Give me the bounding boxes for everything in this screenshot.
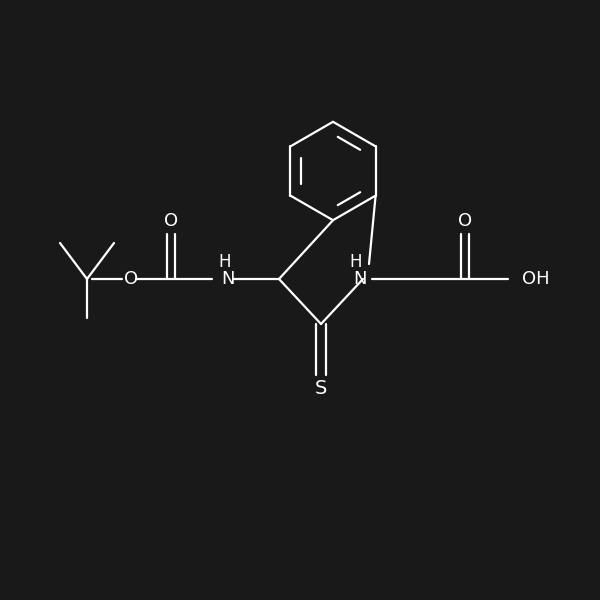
Text: O: O (458, 212, 472, 230)
Text: N: N (221, 270, 235, 288)
Text: N: N (353, 270, 367, 288)
Text: OH: OH (522, 270, 550, 288)
Text: H: H (350, 253, 362, 271)
Text: H: H (218, 253, 230, 271)
Text: O: O (164, 212, 178, 230)
Text: O: O (124, 270, 139, 288)
Text: S: S (315, 379, 327, 398)
